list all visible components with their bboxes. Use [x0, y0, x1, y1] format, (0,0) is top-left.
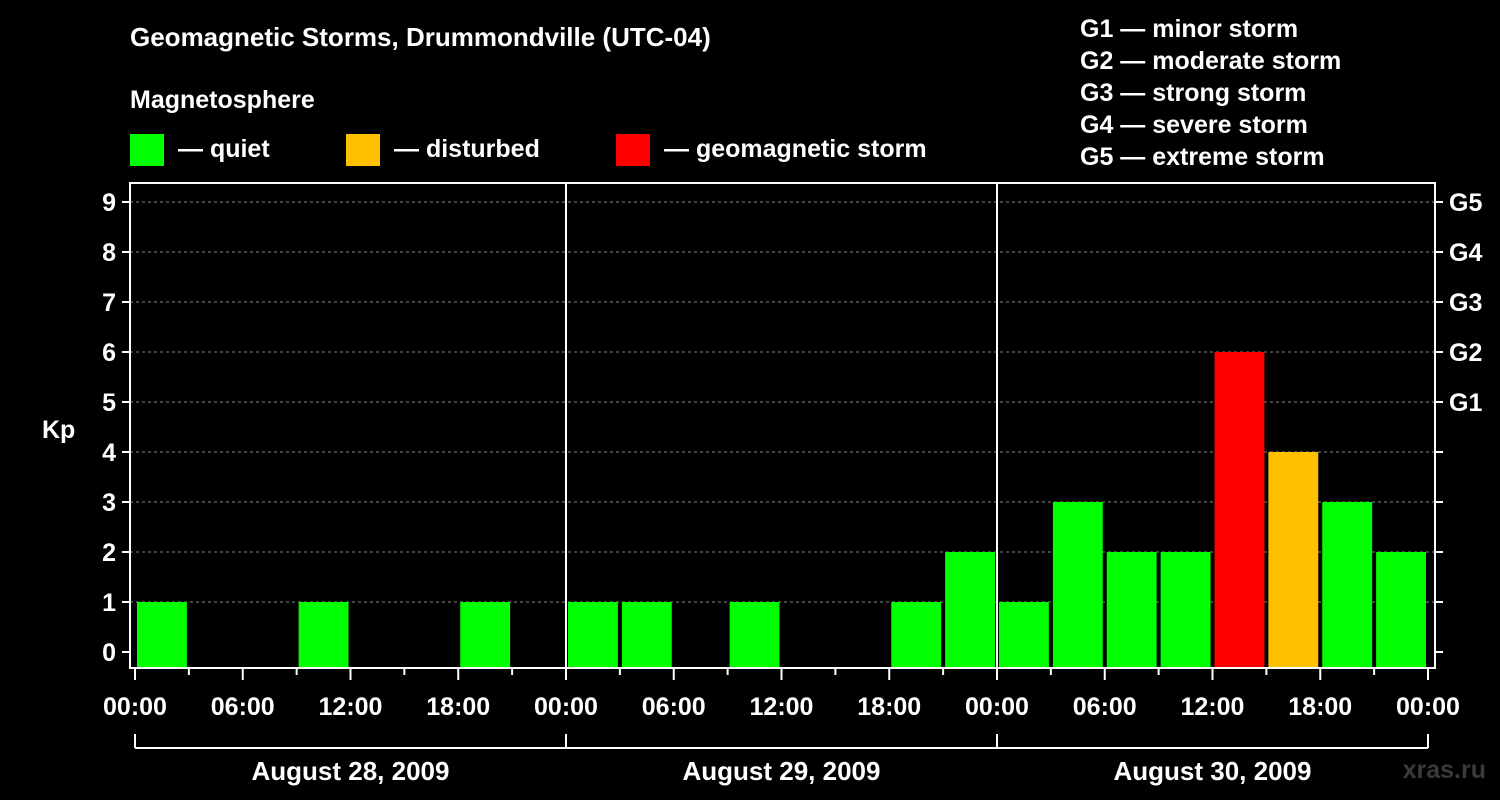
g-scale-g5: G5 — extreme storm — [1080, 143, 1325, 171]
g-scale-g4: G4 — severe storm — [1080, 111, 1308, 139]
g-axis-label: G3 — [1449, 289, 1482, 317]
x-tick-label: 12:00 — [750, 693, 814, 721]
legend-swatch-disturbed — [346, 134, 380, 166]
x-tick-label: 12:00 — [319, 693, 383, 721]
x-tick-label: 18:00 — [1288, 693, 1352, 721]
x-tick-label: 00:00 — [534, 693, 598, 721]
day-label: August 30, 2009 — [1114, 756, 1312, 786]
y-tick-label: 8 — [102, 239, 116, 267]
x-tick-label: 00:00 — [1396, 693, 1460, 721]
y-tick-label: 9 — [102, 189, 116, 217]
kp-bar — [1106, 552, 1157, 667]
legend-subtitle: Magnetosphere — [130, 86, 315, 114]
legend-label-quiet: — quiet — [178, 135, 270, 163]
y-tick-label: 0 — [102, 639, 116, 667]
kp-bar — [1268, 452, 1319, 667]
watermark: xras.ru — [1402, 756, 1486, 784]
x-tick-label: 06:00 — [1073, 693, 1137, 721]
x-tick-label: 18:00 — [426, 693, 490, 721]
x-tick-label: 00:00 — [103, 693, 167, 721]
legend-swatch-storm — [616, 134, 650, 166]
kp-bar — [1052, 502, 1103, 667]
kp-bar — [568, 602, 618, 667]
kp-bar — [891, 602, 942, 667]
g-scale-g1: G1 — minor storm — [1080, 15, 1299, 43]
x-tick-label: 18:00 — [857, 693, 921, 721]
g-axis-label: G2 — [1449, 339, 1482, 367]
kp-bar — [999, 602, 1049, 667]
day-label: August 29, 2009 — [683, 756, 881, 786]
y-tick-label: 2 — [102, 539, 116, 567]
kp-bar — [1214, 352, 1265, 667]
y-tick-label: 7 — [102, 289, 116, 317]
y-tick-label: 3 — [102, 489, 116, 517]
kp-bar — [945, 552, 995, 667]
kp-bar — [1160, 552, 1211, 667]
day-label: August 28, 2009 — [252, 756, 450, 786]
legend-label-storm: — geomagnetic storm — [664, 135, 927, 163]
x-tick-label: 06:00 — [211, 693, 275, 721]
y-tick-label: 1 — [102, 589, 116, 617]
g-axis-label: G1 — [1449, 389, 1482, 417]
kp-bar — [1376, 552, 1426, 667]
legend-swatch-quiet — [130, 134, 164, 166]
y-tick-label: 6 — [102, 339, 116, 367]
kp-bar — [621, 602, 672, 667]
y-tick-label: 4 — [102, 439, 116, 467]
g-scale-g3: G3 — strong storm — [1080, 79, 1307, 107]
legend-label-disturbed: — disturbed — [394, 135, 540, 163]
g-axis-label: G4 — [1449, 239, 1482, 267]
g-axis-label: G5 — [1449, 189, 1482, 217]
kp-bar — [137, 602, 187, 667]
x-tick-label: 00:00 — [965, 693, 1029, 721]
chart-title: Geomagnetic Storms, Drummondville (UTC-0… — [130, 22, 711, 52]
y-axis-label: Kp — [42, 416, 75, 444]
g-scale-g2: G2 — moderate storm — [1080, 47, 1342, 75]
y-tick-label: 5 — [102, 389, 116, 417]
kp-bar — [460, 602, 511, 667]
kp-bar — [729, 602, 780, 667]
kp-bar — [1322, 502, 1373, 667]
x-tick-label: 12:00 — [1181, 693, 1245, 721]
x-tick-label: 06:00 — [642, 693, 706, 721]
kp-bar — [298, 602, 349, 667]
